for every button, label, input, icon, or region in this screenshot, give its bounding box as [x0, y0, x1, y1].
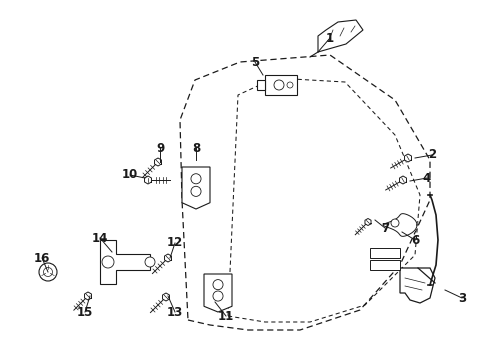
Polygon shape	[100, 240, 150, 284]
Text: 7: 7	[381, 221, 389, 234]
Text: 15: 15	[77, 306, 93, 319]
Polygon shape	[370, 260, 400, 270]
Text: 4: 4	[423, 171, 431, 184]
Polygon shape	[204, 274, 232, 312]
Text: 13: 13	[167, 306, 183, 319]
Text: 14: 14	[92, 231, 108, 244]
Text: 12: 12	[167, 237, 183, 249]
Polygon shape	[163, 293, 170, 301]
Polygon shape	[257, 80, 265, 90]
Polygon shape	[365, 219, 371, 225]
Polygon shape	[370, 248, 400, 258]
Text: 11: 11	[218, 310, 234, 323]
Polygon shape	[318, 20, 363, 52]
Polygon shape	[145, 176, 151, 184]
Text: 5: 5	[251, 55, 259, 68]
Polygon shape	[154, 158, 162, 166]
Polygon shape	[399, 176, 407, 184]
Polygon shape	[265, 75, 297, 95]
Polygon shape	[165, 254, 172, 262]
Polygon shape	[85, 292, 92, 300]
Text: 1: 1	[326, 31, 334, 45]
Text: 8: 8	[192, 141, 200, 154]
Polygon shape	[405, 154, 412, 162]
Circle shape	[39, 263, 57, 281]
Text: 16: 16	[34, 252, 50, 265]
Text: 6: 6	[411, 234, 419, 247]
Circle shape	[391, 219, 399, 227]
Text: 10: 10	[122, 168, 138, 181]
Polygon shape	[383, 213, 417, 237]
Text: 9: 9	[156, 141, 164, 154]
Text: 2: 2	[428, 148, 436, 162]
Polygon shape	[182, 167, 210, 209]
Text: 3: 3	[458, 292, 466, 305]
Polygon shape	[400, 268, 435, 303]
Circle shape	[145, 257, 155, 267]
